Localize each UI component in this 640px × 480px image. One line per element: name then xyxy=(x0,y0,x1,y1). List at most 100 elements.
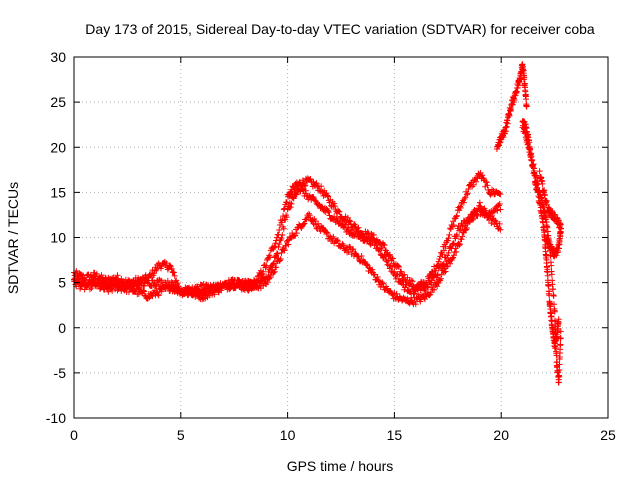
data-point xyxy=(457,241,464,248)
data-point xyxy=(476,199,483,206)
data-point xyxy=(280,246,287,253)
data-point xyxy=(448,245,455,252)
data-point xyxy=(470,181,477,188)
data-point xyxy=(325,207,332,214)
data-point xyxy=(109,280,116,287)
data-point xyxy=(488,220,495,227)
data-point xyxy=(556,366,563,373)
data-point xyxy=(447,244,454,251)
data-point xyxy=(274,250,281,257)
data-point xyxy=(158,263,165,270)
data-point xyxy=(355,224,362,231)
data-point xyxy=(119,278,126,285)
data-point xyxy=(163,260,170,267)
data-point xyxy=(170,269,177,276)
data-point xyxy=(154,291,161,298)
data-point xyxy=(496,200,503,207)
data-point xyxy=(443,258,450,265)
data-point xyxy=(552,330,559,337)
data-point xyxy=(503,123,510,130)
data-point xyxy=(404,295,411,302)
data-point xyxy=(287,204,294,211)
data-point xyxy=(366,264,373,271)
data-point xyxy=(536,168,543,175)
data-point xyxy=(431,286,438,293)
data-point xyxy=(371,271,378,278)
chart-title: Day 173 of 2015, Sidereal Day-to-day VTE… xyxy=(85,21,595,37)
data-point xyxy=(324,229,331,236)
data-point xyxy=(280,213,287,220)
data-point xyxy=(399,277,406,284)
data-point xyxy=(470,215,477,222)
data-point xyxy=(401,271,408,278)
data-point xyxy=(497,226,504,233)
y-tick-label: -10 xyxy=(46,410,66,426)
data-point xyxy=(346,217,353,224)
data-point xyxy=(306,212,313,219)
data-point xyxy=(336,208,343,215)
data-point xyxy=(293,191,300,198)
data-point xyxy=(434,283,441,290)
data-point xyxy=(300,221,307,228)
data-point xyxy=(543,213,550,220)
data-point xyxy=(77,283,84,290)
data-point xyxy=(453,248,460,255)
series-late-loop xyxy=(536,168,565,260)
data-point xyxy=(550,253,557,260)
data-point xyxy=(369,266,376,273)
data-point xyxy=(509,101,516,108)
data-point xyxy=(445,249,452,256)
data-point xyxy=(393,290,400,297)
data-point xyxy=(434,272,441,279)
data-point xyxy=(489,212,496,219)
data-point xyxy=(289,194,296,201)
data-point xyxy=(379,279,386,286)
data-point xyxy=(109,287,116,294)
x-tick-label: 10 xyxy=(280,427,296,443)
data-point xyxy=(326,199,333,206)
data-point xyxy=(350,246,357,253)
data-point xyxy=(497,206,504,213)
data-point xyxy=(276,257,283,264)
data-point xyxy=(458,236,465,243)
data-point xyxy=(318,183,325,190)
data-point xyxy=(415,291,422,298)
data-point xyxy=(364,229,371,236)
data-point xyxy=(494,207,501,214)
data-point xyxy=(465,185,472,192)
data-point xyxy=(424,284,431,291)
data-point xyxy=(272,240,279,247)
data-point xyxy=(529,157,536,164)
data-point xyxy=(334,238,341,245)
data-point xyxy=(457,203,464,210)
data-point xyxy=(323,229,330,236)
data-point xyxy=(352,250,359,257)
data-point xyxy=(174,280,181,287)
data-point xyxy=(552,337,559,344)
data-point xyxy=(114,272,121,279)
x-tick-label: 25 xyxy=(600,427,616,443)
data-point xyxy=(409,278,416,285)
data-point xyxy=(301,183,308,190)
data-point xyxy=(459,233,466,240)
x-tick-label: 5 xyxy=(177,427,185,443)
data-point xyxy=(285,241,292,248)
data-point xyxy=(460,199,467,206)
data-point xyxy=(462,222,469,229)
data-point xyxy=(449,255,456,262)
data-point xyxy=(381,242,388,249)
series-late-rise xyxy=(493,61,530,153)
data-point xyxy=(365,234,372,241)
data-point xyxy=(260,268,267,275)
data-point xyxy=(370,272,377,279)
data-point xyxy=(548,262,555,269)
data-point xyxy=(293,230,300,237)
data-point xyxy=(93,270,100,277)
data-point xyxy=(526,145,533,152)
data-point xyxy=(253,284,260,291)
data-point xyxy=(376,245,383,252)
data-point xyxy=(440,262,447,269)
data-point xyxy=(382,253,389,260)
x-axis-label: GPS time / hours xyxy=(287,458,394,474)
data-point xyxy=(436,255,443,262)
